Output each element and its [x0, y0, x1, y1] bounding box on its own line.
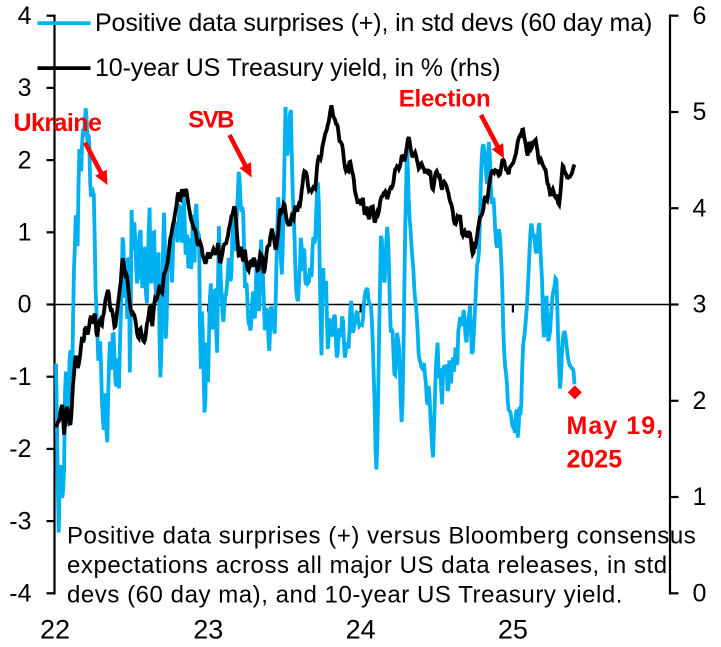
- svg-text:May 19,: May 19,: [567, 412, 665, 440]
- svg-text:4: 4: [693, 194, 707, 222]
- svg-text:10-year US Treasury yield, in: 10-year US Treasury yield, in % (rhs): [95, 54, 500, 82]
- svg-text:4: 4: [18, 2, 32, 30]
- svg-text:-1: -1: [9, 363, 31, 391]
- svg-text:22: 22: [40, 615, 70, 643]
- svg-text:Ukraine: Ukraine: [14, 109, 103, 137]
- svg-text:devs (60 day ma), and 10-year: devs (60 day ma), and 10-year US Treasur…: [67, 582, 623, 609]
- svg-text:0: 0: [693, 580, 707, 608]
- svg-text:2: 2: [693, 387, 707, 415]
- svg-text:-4: -4: [9, 580, 31, 608]
- svg-text:6: 6: [693, 2, 707, 30]
- svg-text:23: 23: [193, 615, 223, 643]
- svg-text:2: 2: [18, 146, 32, 174]
- svg-text:expectations across all major: expectations across all major US data re…: [67, 552, 668, 579]
- svg-text:25: 25: [498, 615, 528, 643]
- svg-text:Positive data surprises (+) ve: Positive data surprises (+) versus Bloom…: [67, 523, 696, 550]
- svg-text:Positive data surprises (+), i: Positive data surprises (+), in std devs…: [95, 9, 652, 37]
- svg-text:5: 5: [693, 98, 707, 126]
- svg-text:3: 3: [693, 291, 707, 319]
- svg-text:3: 3: [18, 74, 32, 102]
- svg-text:2025: 2025: [567, 445, 623, 473]
- svg-text:0: 0: [18, 291, 32, 319]
- svg-text:24: 24: [346, 615, 376, 643]
- svg-text:1: 1: [693, 483, 707, 511]
- svg-text:SVB: SVB: [188, 107, 234, 134]
- svg-text:-2: -2: [9, 435, 31, 463]
- svg-text:-3: -3: [9, 507, 31, 535]
- svg-text:Election: Election: [399, 85, 491, 112]
- svg-text:1: 1: [18, 219, 32, 247]
